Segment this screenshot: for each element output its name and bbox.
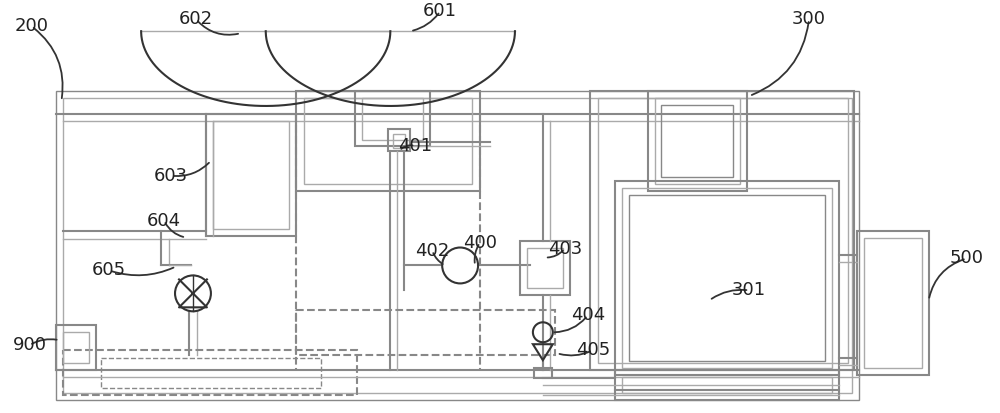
Bar (213, 121, 289, 228)
Text: 300: 300 (792, 10, 826, 28)
Bar (629, 195, 825, 361)
Bar (520, 240, 570, 295)
Bar (648, 91, 747, 191)
Bar (622, 188, 832, 368)
Bar (615, 181, 839, 375)
Bar (63, 350, 357, 395)
Bar (661, 105, 733, 177)
Bar (622, 377, 832, 393)
Bar (857, 230, 929, 375)
Bar (388, 129, 410, 151)
Text: 404: 404 (571, 306, 605, 324)
Bar (304, 98, 472, 184)
Text: 900: 900 (12, 336, 46, 354)
Bar (355, 91, 430, 146)
Text: 603: 603 (154, 167, 188, 185)
Bar (534, 368, 552, 378)
Text: 604: 604 (147, 211, 181, 230)
Text: 401: 401 (398, 137, 432, 155)
Text: 405: 405 (576, 341, 610, 359)
Bar (56, 91, 859, 400)
Text: 601: 601 (423, 2, 457, 20)
Bar (864, 237, 922, 368)
Text: 403: 403 (548, 240, 582, 258)
Bar (296, 91, 480, 191)
Bar (206, 114, 296, 235)
Bar (101, 358, 321, 388)
Bar (598, 98, 848, 363)
Text: 301: 301 (732, 281, 766, 299)
Text: 400: 400 (463, 233, 497, 252)
Text: 605: 605 (92, 261, 126, 280)
Bar (615, 370, 839, 400)
Text: 402: 402 (415, 242, 449, 259)
Text: 602: 602 (179, 10, 213, 28)
Bar (655, 98, 740, 184)
Text: 200: 200 (14, 17, 48, 35)
Bar (63, 98, 852, 393)
Bar (362, 98, 423, 140)
Bar (63, 332, 89, 363)
Bar (296, 310, 555, 355)
Bar (56, 325, 96, 370)
Text: 500: 500 (950, 249, 984, 268)
Bar (527, 247, 563, 288)
Bar (590, 91, 854, 370)
Bar (393, 134, 405, 148)
